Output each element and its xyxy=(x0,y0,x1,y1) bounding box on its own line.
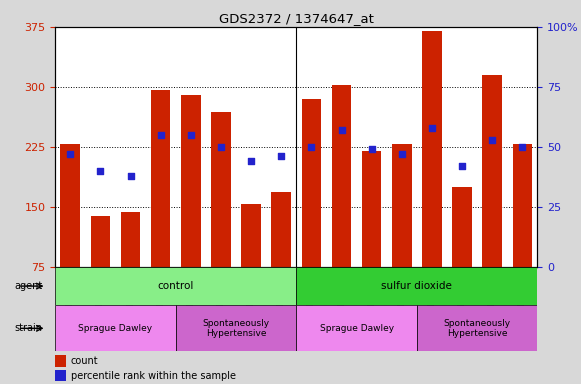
Point xyxy=(367,146,376,152)
Point xyxy=(487,137,497,143)
Bar xyxy=(91,217,110,327)
Bar xyxy=(482,75,502,327)
Point xyxy=(246,158,256,164)
Bar xyxy=(241,204,261,327)
Bar xyxy=(55,305,176,351)
Point xyxy=(307,144,316,150)
Point xyxy=(277,153,286,160)
Text: strain: strain xyxy=(15,323,42,333)
Point xyxy=(186,132,195,138)
Text: agent: agent xyxy=(15,281,43,291)
Text: Sprague Dawley: Sprague Dawley xyxy=(78,324,153,333)
Bar xyxy=(422,31,442,327)
Point xyxy=(457,163,467,169)
Point xyxy=(156,132,166,138)
Bar xyxy=(296,267,537,305)
Bar xyxy=(417,305,537,351)
Bar xyxy=(512,144,532,327)
Bar xyxy=(55,370,66,381)
Text: GDS2372 / 1374647_at: GDS2372 / 1374647_at xyxy=(219,12,374,25)
Text: sulfur dioxide: sulfur dioxide xyxy=(382,281,452,291)
Point xyxy=(337,127,346,133)
Text: percentile rank within the sample: percentile rank within the sample xyxy=(71,371,236,381)
Bar xyxy=(302,99,321,327)
Text: Spontaneously
Hypertensive: Spontaneously Hypertensive xyxy=(443,319,511,338)
Bar xyxy=(181,95,200,327)
Bar xyxy=(332,85,352,327)
Point xyxy=(216,144,225,150)
Bar xyxy=(151,90,170,327)
Bar xyxy=(55,267,296,305)
Bar xyxy=(55,355,66,367)
Bar xyxy=(452,187,472,327)
Point xyxy=(66,151,75,157)
Bar xyxy=(392,144,411,327)
Point xyxy=(397,151,407,157)
Point xyxy=(427,124,436,131)
Bar xyxy=(176,305,296,351)
Bar xyxy=(362,151,382,327)
Bar xyxy=(121,212,141,327)
Bar xyxy=(296,305,417,351)
Text: Sprague Dawley: Sprague Dawley xyxy=(320,324,394,333)
Text: Spontaneously
Hypertensive: Spontaneously Hypertensive xyxy=(202,319,270,338)
Bar xyxy=(60,144,80,327)
Text: count: count xyxy=(71,356,98,366)
Bar xyxy=(271,192,291,327)
Point xyxy=(126,173,135,179)
Point xyxy=(96,168,105,174)
Text: control: control xyxy=(157,281,194,291)
Point xyxy=(518,144,527,150)
Bar xyxy=(211,113,231,327)
